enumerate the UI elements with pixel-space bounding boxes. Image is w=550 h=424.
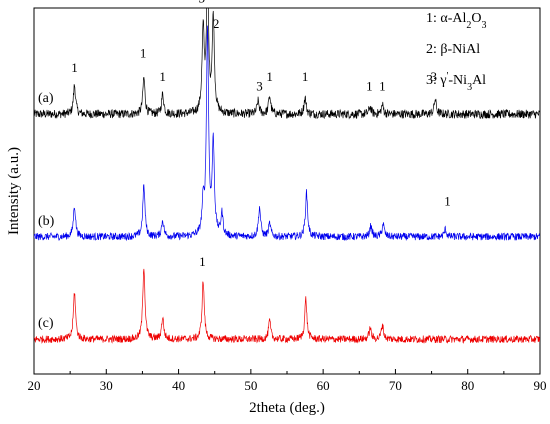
x-ticks: 20 30 40 50 60 70 80 90 <box>28 369 547 393</box>
peak-label: 3 <box>198 0 205 6</box>
x-tick-label: 90 <box>534 378 547 393</box>
peak-annotations: 1113231111311 <box>71 0 450 269</box>
plot-frame <box>33 7 541 375</box>
legend-entry-3: 3: γ'-Ni3Al <box>426 71 486 93</box>
peak-label: 3 <box>256 78 263 93</box>
peak-label: 1 <box>159 69 166 84</box>
peak-label: 1 <box>302 69 309 84</box>
series-label-3: (c) <box>38 316 54 331</box>
x-tick-label: 20 <box>28 378 41 393</box>
chart-legend: 1: α-Al2O3 2: β-NiAl 3: γ'-Ni3Al <box>426 11 487 93</box>
series-line-1 <box>34 8 540 120</box>
peak-label: 1 <box>366 78 373 93</box>
peak-label: 1 <box>379 78 386 93</box>
series-line-2 <box>34 25 540 242</box>
series-layer <box>34 8 540 344</box>
peak-label: 1 <box>266 69 273 84</box>
series-label-1: (a) <box>38 91 54 106</box>
x-tick-label: 80 <box>461 378 474 393</box>
peak-label: 1 <box>444 194 451 209</box>
x-axis-label: 2theta (deg.) <box>249 400 325 416</box>
x-tick-label: 30 <box>100 378 113 393</box>
peak-label: 1 <box>140 45 147 60</box>
y-axis-label: Intensity (a.u.) <box>6 147 22 235</box>
peak-label: 2 <box>213 16 220 31</box>
series-line-3 <box>34 268 540 344</box>
x-tick-label: 50 <box>244 378 257 393</box>
x-tick-label: 60 <box>317 378 330 393</box>
peak-label: 1 <box>199 254 206 269</box>
x-tick-label: 40 <box>172 378 185 393</box>
legend-entry-2: 2: β-NiAl <box>426 42 480 57</box>
x-tick-label: 70 <box>389 378 402 393</box>
legend-entry-1: 1: α-Al2O3 <box>426 11 487 31</box>
peak-label: 3 <box>430 69 437 84</box>
peak-label: 1 <box>71 60 78 75</box>
series-label-2: (b) <box>38 214 55 229</box>
